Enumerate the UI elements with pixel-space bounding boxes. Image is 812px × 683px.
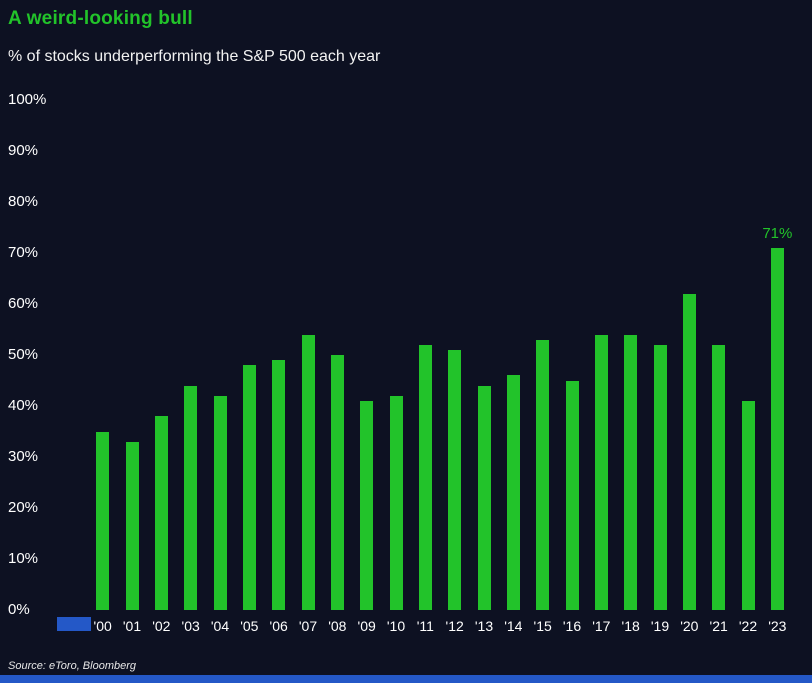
bar xyxy=(712,344,726,610)
bar xyxy=(653,344,667,610)
bar xyxy=(213,395,227,610)
bar xyxy=(242,365,256,610)
x-tick-label: '00 xyxy=(93,618,112,634)
x-tick-label: '16 xyxy=(562,618,582,634)
x-tick-label: '12 xyxy=(445,618,464,634)
bar-chart: 100% 90% 80% 70% 60% 50% 40% 30% 20% 10% 0% '00 '01… xyxy=(0,92,812,660)
bar xyxy=(418,344,432,610)
y-tick-label: 70% xyxy=(8,244,39,261)
x-tick-label: '18 xyxy=(621,618,640,634)
bar xyxy=(96,431,110,610)
bar xyxy=(536,339,550,610)
x-tick-label: '20 xyxy=(680,618,699,634)
bar xyxy=(506,375,520,610)
bar xyxy=(360,400,374,610)
bar xyxy=(184,385,198,610)
x-tick-label: '04 xyxy=(210,618,230,634)
bar xyxy=(477,385,491,610)
x-tick-label: '03 xyxy=(181,618,200,634)
y-tick-label: 30% xyxy=(8,448,39,465)
x-tick-label: '05 xyxy=(240,618,259,634)
bar xyxy=(154,416,168,610)
bar xyxy=(624,334,638,610)
bar xyxy=(565,380,579,610)
bar xyxy=(594,334,608,610)
x-tick-label: '10 xyxy=(386,618,406,634)
y-tick-label: 10% xyxy=(8,550,39,567)
y-tick-label: 50% xyxy=(8,346,39,363)
bottom-strip xyxy=(0,675,812,683)
chart-title: A weird-looking bull xyxy=(8,8,193,29)
x-tick-label: '19 xyxy=(650,618,670,634)
chart-subtitle: % of stocks underperforming the S&P 500 … xyxy=(8,48,381,65)
x-tick-label: '06 xyxy=(269,618,288,634)
y-tick-label: 100% xyxy=(8,91,47,108)
source-note: Source: eToro, Bloomberg xyxy=(8,660,136,672)
x-tick-label: '15 xyxy=(533,618,552,634)
y-axis: 100% 90% 80% 70% 60% 50% 40% 30% 20% 10% 0% xyxy=(8,92,80,618)
x-tick-label: '08 xyxy=(328,618,347,634)
x-tick-label: '02 xyxy=(152,618,171,634)
y-tick-label: 20% xyxy=(8,499,39,516)
y-tick-label: 80% xyxy=(8,193,39,210)
bar xyxy=(272,360,286,610)
bar xyxy=(330,355,344,610)
y-tick-label: 40% xyxy=(8,397,39,414)
x-tick-label: '13 xyxy=(474,618,494,634)
plot-area: '00 '01 '02 '03 '04 '05 '06 '07 '08 '09 '10 '11 '12 '… xyxy=(88,100,793,634)
x-tick-label: '09 xyxy=(357,618,376,634)
x-tick-label: '11 xyxy=(416,618,434,634)
bar xyxy=(741,400,755,610)
bar xyxy=(448,349,462,610)
y-tick-label: 0% xyxy=(8,601,30,618)
y-tick-label: 60% xyxy=(8,295,39,312)
x-tick-label: '14 xyxy=(504,618,523,634)
bar xyxy=(389,395,403,610)
x-tick-label: '23 xyxy=(768,618,787,634)
x-tick-label: '21 xyxy=(709,618,728,634)
bar xyxy=(770,247,784,610)
y-tick-label: 90% xyxy=(8,142,39,159)
x-tick-label: '01 xyxy=(122,618,142,634)
bar xyxy=(301,334,315,610)
x-tick-label: '22 xyxy=(738,618,758,634)
bar-value-label: 71% xyxy=(762,224,793,242)
x-tick-label: '17 xyxy=(592,618,611,634)
bar xyxy=(125,441,139,610)
x-tick-label: '07 xyxy=(298,618,318,634)
blue-logo-fragment xyxy=(57,617,91,631)
bar xyxy=(682,293,696,610)
